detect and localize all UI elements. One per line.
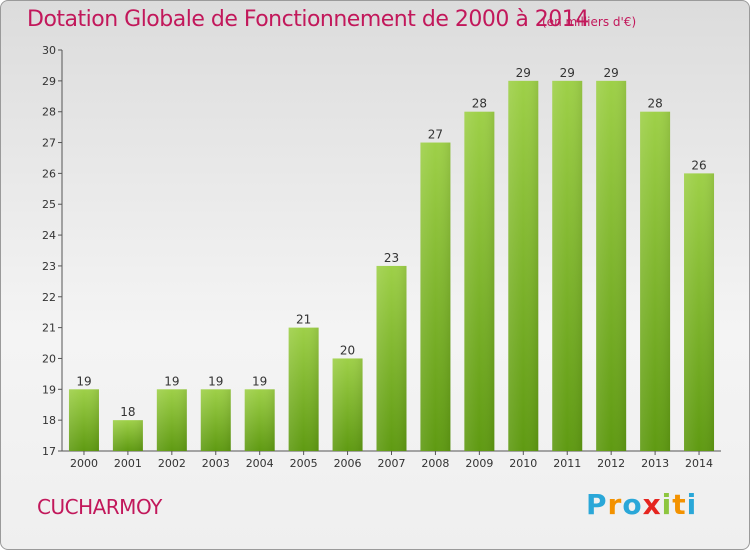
bar-shade-2011 bbox=[552, 80, 583, 451]
data-label-2004: 19 bbox=[252, 374, 267, 388]
x-tick-label: 2004 bbox=[246, 457, 274, 470]
x-tick-label: 2012 bbox=[597, 457, 625, 470]
y-tick-label: 20 bbox=[42, 352, 56, 365]
data-label-2014: 26 bbox=[691, 158, 706, 172]
y-tick-label: 26 bbox=[42, 167, 56, 180]
x-tick-label: 2006 bbox=[334, 457, 362, 470]
bar-shade-2012 bbox=[596, 80, 627, 451]
x-tick-label: 2003 bbox=[202, 457, 230, 470]
x-tick-label: 2010 bbox=[509, 457, 537, 470]
bars: 19 18 19 19 19 21 20 23 27 28 29 29 29 28 26 bbox=[68, 66, 715, 452]
proxiti-logo: Proxiti bbox=[586, 488, 697, 521]
x-tick-label: 2014 bbox=[685, 457, 713, 470]
y-tick-label: 25 bbox=[42, 198, 56, 211]
data-label-2007: 23 bbox=[384, 251, 399, 265]
x-tick-label: 2002 bbox=[158, 457, 186, 470]
y-tick-label: 28 bbox=[42, 106, 56, 119]
bar-shade-2008 bbox=[420, 142, 451, 452]
data-label-2012: 29 bbox=[604, 66, 619, 80]
bar-shade-2006 bbox=[332, 358, 363, 451]
data-label-2009: 28 bbox=[472, 97, 487, 111]
chart-title: Dotation Globale de Fonctionnement de 20… bbox=[27, 7, 589, 32]
data-label-2011: 29 bbox=[560, 66, 575, 80]
data-label-2013: 28 bbox=[647, 97, 662, 111]
data-label-2005: 21 bbox=[296, 313, 311, 327]
chart-unit: (en milliers d'€) bbox=[542, 15, 637, 29]
y-tick-label: 24 bbox=[42, 229, 56, 242]
x-tick-label: 2009 bbox=[465, 457, 493, 470]
bar-shade-2014 bbox=[684, 173, 715, 451]
logo-letter: r bbox=[607, 488, 623, 521]
data-label-2008: 27 bbox=[428, 128, 443, 142]
logo-letter: P bbox=[586, 488, 608, 521]
x-tick-label: 2001 bbox=[114, 457, 142, 470]
y-tick-label: 17 bbox=[42, 445, 56, 458]
y-tick-label: 19 bbox=[42, 383, 56, 396]
x-tick-label: 2007 bbox=[378, 457, 406, 470]
data-label-2003: 19 bbox=[208, 374, 223, 388]
logo-letter: i bbox=[661, 488, 673, 521]
logo-letter: i bbox=[686, 488, 698, 521]
logo-letter: o bbox=[622, 488, 643, 521]
bar-shade-2003 bbox=[200, 389, 231, 451]
bar-shade-2000 bbox=[68, 389, 99, 451]
data-label-2002: 19 bbox=[164, 374, 179, 388]
bar-shade-2009 bbox=[464, 111, 495, 451]
x-tick-label: 2011 bbox=[553, 457, 581, 470]
y-tick-label: 23 bbox=[42, 260, 56, 273]
commune-name: CUCHARMOY bbox=[37, 495, 162, 519]
logo-letter: x bbox=[642, 488, 662, 521]
y-axis: 17 18 19 20 21 22 23 24 25 26 27 28 29 30 bbox=[42, 44, 63, 458]
y-tick-label: 18 bbox=[42, 414, 56, 427]
bar-shade-2005 bbox=[288, 327, 319, 451]
data-label-2010: 29 bbox=[516, 66, 531, 80]
logo-letter: t bbox=[672, 488, 687, 521]
bar-shade-2004 bbox=[244, 389, 275, 451]
y-tick-label: 21 bbox=[42, 322, 56, 335]
bar-shade-2007 bbox=[376, 265, 407, 451]
data-label-2006: 20 bbox=[340, 343, 355, 357]
y-tick-label: 30 bbox=[42, 44, 56, 57]
bar-shade-2002 bbox=[156, 389, 187, 451]
y-tick-label: 27 bbox=[42, 137, 56, 150]
bar-shade-2001 bbox=[112, 420, 143, 451]
bar-shade-2010 bbox=[508, 80, 539, 451]
x-tick-label: 2005 bbox=[290, 457, 318, 470]
x-axis: 2000 2001 2002 2003 2004 2005 2006 2007 2008 2009… bbox=[62, 450, 721, 470]
y-tick-label: 22 bbox=[42, 291, 56, 304]
x-tick-label: 2013 bbox=[641, 457, 669, 470]
data-label-2000: 19 bbox=[76, 374, 91, 388]
x-tick-label: 2008 bbox=[421, 457, 449, 470]
data-label-2001: 18 bbox=[120, 405, 135, 419]
x-tick-label: 2000 bbox=[70, 457, 98, 470]
y-tick-label: 29 bbox=[42, 75, 56, 88]
bar-shade-2013 bbox=[640, 111, 671, 451]
